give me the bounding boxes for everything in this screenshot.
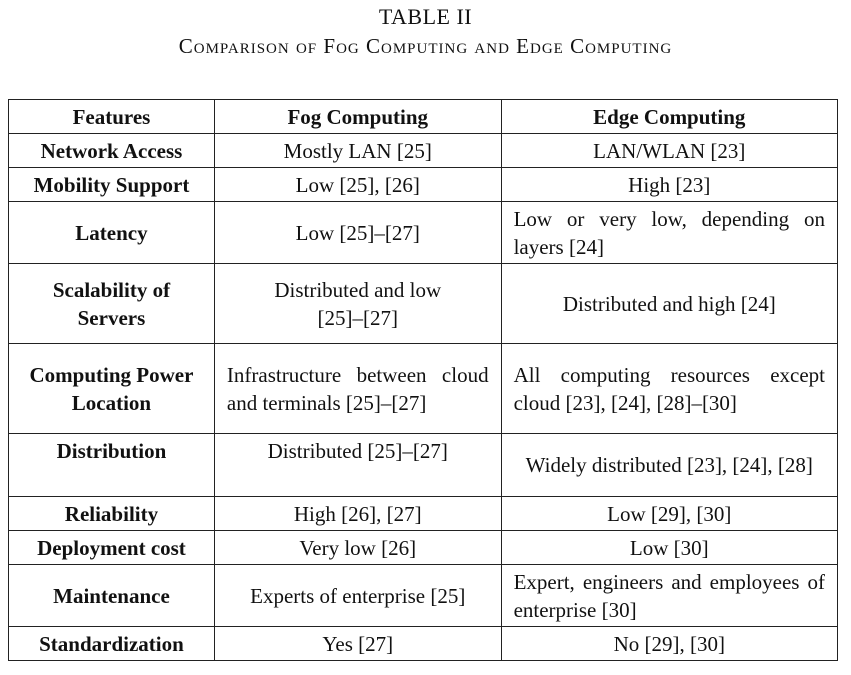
table-row: Standardization Yes [27] No [29], [30] bbox=[8, 626, 839, 661]
feature-cell: Deployment cost bbox=[8, 530, 215, 565]
edge-cell: Low [29], [30] bbox=[500, 496, 839, 531]
table-row: Maintenance Experts of enterprise [25] E… bbox=[8, 564, 839, 627]
edge-cell: No [29], [30] bbox=[500, 626, 839, 661]
feature-cell: Standardization bbox=[8, 626, 215, 661]
table-row: Deployment cost Very low [26] Low [30] bbox=[8, 530, 839, 565]
feature-cell: Mobility Support bbox=[8, 167, 215, 202]
feature-cell: Maintenance bbox=[8, 564, 215, 627]
fog-cell: Low [25]–[27] bbox=[213, 201, 502, 264]
table-row: Computing Power Location Infrastructure … bbox=[8, 343, 839, 434]
table-title: Comparison of Fog Computing and Edge Com… bbox=[178, 34, 673, 58]
table-row: Mobility Support Low [25], [26] High [23… bbox=[8, 167, 839, 202]
header-fog: Fog Computing bbox=[213, 99, 502, 134]
fog-cell: Mostly LAN [25] bbox=[213, 133, 502, 168]
header-features: Features bbox=[8, 99, 215, 134]
table-row: Network Access Mostly LAN [25] LAN/WLAN … bbox=[8, 133, 839, 168]
fog-cell: Very low [26] bbox=[213, 530, 502, 565]
edge-cell: Expert, engineers and employees of enter… bbox=[500, 564, 839, 627]
fog-cell: Yes [27] bbox=[213, 626, 502, 661]
feature-cell: Scalability of Servers bbox=[8, 263, 215, 344]
edge-cell: Widely distributed [23], [24], [28] bbox=[500, 433, 839, 497]
comparison-table: Features Fog Computing Edge Computing Ne… bbox=[8, 99, 839, 661]
feature-cell: Latency bbox=[8, 201, 215, 264]
edge-cell: Distributed and high [24] bbox=[500, 263, 839, 344]
edge-cell: Low [30] bbox=[500, 530, 839, 565]
fog-cell: Infrastructure between cloud and termina… bbox=[213, 343, 502, 434]
table-row: Distribution Distributed [25]–[27] Widel… bbox=[8, 433, 839, 497]
header-row: Features Fog Computing Edge Computing bbox=[8, 99, 839, 134]
table-row: Latency Low [25]–[27] Low or very low, d… bbox=[8, 201, 839, 264]
edge-cell: High [23] bbox=[500, 167, 839, 202]
edge-cell: All computing resources except cloud [23… bbox=[500, 343, 839, 434]
edge-cell: Low or very low, depending on layers [24… bbox=[500, 201, 839, 264]
fog-cell: High [26], [27] bbox=[213, 496, 502, 531]
fog-cell: Distributed [25]–[27] bbox=[213, 433, 502, 497]
table-row: Reliability High [26], [27] Low [29], [3… bbox=[8, 496, 839, 531]
feature-cell: Distribution bbox=[8, 433, 215, 497]
fog-cell: Low [25], [26] bbox=[213, 167, 502, 202]
fog-cell: Distributed and low [25]–[27] bbox=[213, 263, 502, 344]
edge-cell: LAN/WLAN [23] bbox=[500, 133, 839, 168]
fog-cell: Experts of enterprise [25] bbox=[213, 564, 502, 627]
feature-cell: Reliability bbox=[8, 496, 215, 531]
feature-cell: Network Access bbox=[8, 133, 215, 168]
table-caption: TABLE II Comparison of Fog Computing and… bbox=[0, 2, 851, 60]
table-label: TABLE II bbox=[378, 4, 473, 29]
header-edge: Edge Computing bbox=[500, 99, 839, 134]
table-row: Scalability of Servers Distributed and l… bbox=[8, 263, 839, 344]
feature-cell: Computing Power Location bbox=[8, 343, 215, 434]
